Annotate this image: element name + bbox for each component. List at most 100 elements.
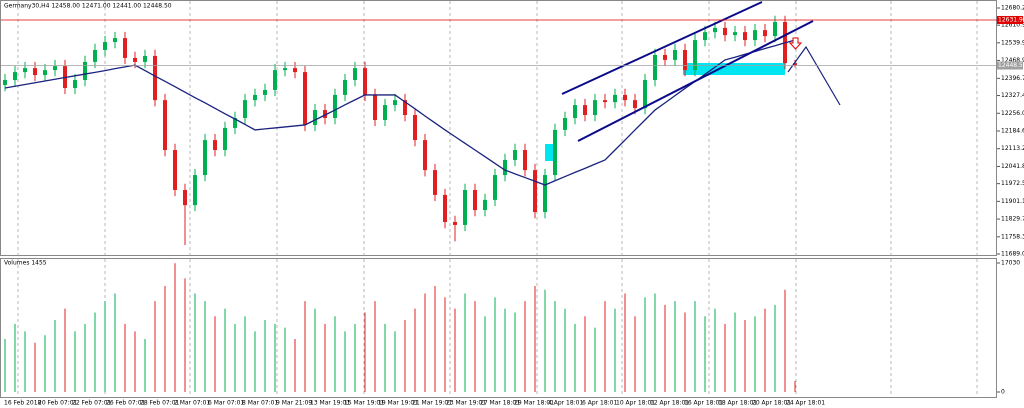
support-zone (683, 63, 785, 75)
candle-body (763, 30, 767, 37)
candle-body (333, 94, 337, 118)
candle-body (423, 140, 427, 171)
candle-body (133, 57, 137, 62)
candle-body (693, 40, 697, 71)
x-tick-label: 24 Apr 18:01 (786, 400, 825, 407)
y-tick-label: 12610.90 (1001, 22, 1024, 29)
candle-body (13, 72, 17, 81)
candle-body (713, 27, 717, 33)
x-tick-label: 16 Apr 18:01 (684, 400, 723, 407)
volume-title: Volumes 1455 (4, 260, 47, 267)
time-grid (17, 1, 978, 397)
candle-body (603, 100, 607, 103)
candle-body (203, 140, 207, 176)
candle-body (123, 38, 127, 58)
x-tick-label: 10 Apr 18:01 (616, 400, 655, 407)
level-box (997, 61, 1023, 70)
level-label: 12448.50 (998, 62, 1024, 69)
candle-body (793, 63, 797, 66)
candle-body (673, 49, 677, 60)
x-tick-label: 20 Feb 07:01 (38, 400, 78, 407)
candle-body (323, 110, 327, 118)
candle-body (773, 21, 777, 37)
channel-upper (561, 1, 763, 95)
candle-body (703, 32, 707, 41)
candle-body (153, 55, 157, 101)
candle-body (163, 100, 167, 151)
y-tick-label: 11829.70 (1001, 216, 1024, 223)
volume-tick-label: 0 (1001, 389, 1005, 396)
candle-body (33, 68, 37, 76)
x-tick-label: 16 Feb 2018 (4, 400, 42, 407)
projection (787, 45, 841, 106)
y-tick-label: 12184.60 (1001, 128, 1024, 135)
y-tick-label: 12396.70 (1001, 75, 1024, 82)
candle-body (283, 68, 287, 71)
candle-body (143, 55, 147, 62)
candle-body (613, 94, 617, 103)
x-tick-label: 20 Apr 18:01 (752, 400, 791, 407)
candle-body (403, 100, 407, 116)
candle-body (183, 189, 187, 206)
y-tick-label: 12113.20 (1001, 145, 1024, 152)
candle-body (533, 170, 537, 213)
candle-body (93, 49, 97, 62)
candle-body (663, 54, 667, 60)
channel-lower (577, 20, 814, 142)
candle-body (253, 94, 257, 101)
candle-body (743, 32, 747, 41)
candle-body (23, 68, 27, 73)
candle-body (413, 115, 417, 141)
x-tick-label: 27 Mar 18:01 (480, 400, 520, 407)
candle-body (313, 110, 317, 125)
moving-average (4, 39, 796, 186)
x-tick-label: 8 Mar 07:01 (242, 400, 278, 407)
candle-body (623, 94, 627, 101)
x-tick-label: 26 Feb 07:01 (106, 400, 146, 407)
candle-body (633, 100, 637, 109)
candle-body (113, 38, 117, 43)
candle-body (473, 189, 477, 211)
candle-body (433, 170, 437, 195)
candle-body (463, 189, 467, 225)
candle-body (103, 42, 107, 50)
candle-body (443, 194, 447, 222)
candle-body (73, 80, 77, 88)
candle-body (193, 175, 197, 206)
x-tick-label: 2 Mar 07:01 (174, 400, 210, 407)
candle-body (363, 68, 367, 95)
candle-body (523, 150, 527, 171)
candle-body (643, 80, 647, 109)
candle-body (293, 68, 297, 73)
candle-body (43, 70, 47, 76)
candle-body (303, 72, 307, 125)
x-tick-label: 22 Feb 07:01 (72, 400, 112, 407)
candle-body (513, 150, 517, 160)
candle-body (493, 175, 497, 200)
candle-body (373, 94, 377, 120)
candle-body (733, 32, 737, 36)
candle-body (553, 129, 557, 176)
candle-body (563, 117, 567, 130)
candle-body (343, 80, 347, 95)
candle-body (583, 105, 587, 116)
chart-title: Germany30,H4 12458.00 12471.00 12441.00 … (4, 3, 172, 10)
level-box (997, 15, 1023, 24)
y-tick-label: 12680.20 (1001, 5, 1024, 12)
level-label: 12631.97 (998, 16, 1024, 23)
candle-body (243, 100, 247, 118)
candle-body (453, 221, 457, 225)
volume-tick-label: 17030 (1001, 260, 1020, 267)
y-tick-label: 11972.50 (1001, 180, 1024, 187)
x-tick-label: 21 Mar 19:01 (412, 400, 452, 407)
price-panel (0, 0, 997, 256)
y-tick-label: 12327.40 (1001, 92, 1024, 99)
candle-body (683, 49, 687, 71)
candle-body (3, 80, 7, 85)
candle-body (753, 30, 757, 41)
candle-body (383, 105, 387, 120)
x-tick-label: 12 Apr 18:01 (650, 400, 689, 407)
candle-body (653, 54, 657, 81)
candle-body (393, 100, 397, 106)
